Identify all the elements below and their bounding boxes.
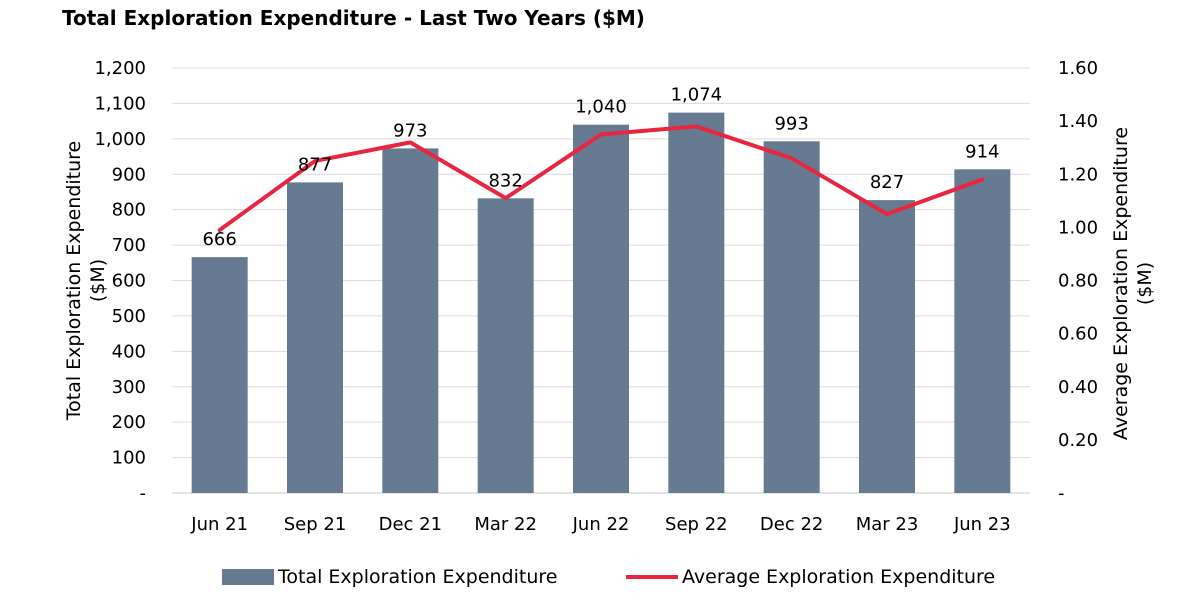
x-tick-label: Jun 22 [572,514,630,535]
legend-label-total: Total Exploration Expenditure [278,566,558,588]
left-tick-label: 1,200 [94,58,146,79]
left-tick-label: 500 [112,306,146,327]
bar [477,198,534,494]
left-tick-label: 900 [112,164,146,185]
right-tick-label: 0.40 [1058,377,1098,398]
bar [287,182,343,494]
bar [668,112,725,493]
left-tick-label: 1,000 [94,129,146,150]
right-axis-title: Average Exploration Expenditure ($M) [1110,127,1156,440]
right-tick-label: 1.60 [1058,58,1098,79]
right-tick-label: 1.40 [1058,111,1098,132]
data-label: 973 [393,120,427,141]
x-tick-label: Sep 21 [284,514,347,535]
bar [382,148,439,494]
chart-title: Total Exploration Expenditure - Last Two… [62,6,645,30]
x-tick-label: Mar 22 [474,514,537,535]
legend-item-average: Average Exploration Expenditure [626,566,995,588]
left-tick-label: 1,100 [94,93,146,114]
bar [859,200,915,493]
data-label: 1,040 [575,97,627,118]
left-axis-title-line: Total Exploration Expenditure [63,141,85,421]
data-label: 827 [870,172,904,193]
x-tick-label: Jun 23 [953,514,1011,535]
left-tick-label: 600 [112,271,146,292]
bar [763,141,820,493]
legend-item-total: Total Exploration Expenditure [222,566,557,588]
right-tick-label: 0.80 [1058,271,1098,292]
left-axis: - 100 200 300 400 500 600 700 800 900 1,000 1,100 1,… [94,58,146,504]
x-tick-label: Mar 23 [856,514,919,535]
right-tick-label: 1.20 [1058,164,1098,185]
right-tick-label: - [1058,483,1065,504]
left-tick-label: 300 [112,377,146,398]
right-axis: - 0.20 0.40 0.60 0.80 1.00 1.20 1.40 1.60 [1058,58,1098,504]
right-axis-title-line: Average Exploration Expenditure [1110,127,1132,440]
average-line [217,124,985,233]
legend-swatch-average [626,575,678,579]
x-tick-label: Dec 22 [760,514,823,535]
bar [954,169,1011,493]
legend-label-average: Average Exploration Expenditure [682,566,996,588]
left-tick-label: 700 [112,235,146,256]
data-labels: 666 877 973 832 1,040 1,074 993 827 914 [202,85,999,251]
left-tick-label: 200 [112,412,146,433]
right-axis-title-line: ($M) [1134,262,1156,305]
x-tick-label: Sep 22 [665,514,728,535]
right-tick-label: 0.20 [1058,430,1098,451]
left-tick-label: - [140,483,147,504]
x-axis: Jun 21 Sep 21 Dec 21 Mar 22 Jun 22 Sep 22 Dec … [190,514,1010,535]
legend-swatch-total [222,569,274,585]
bar [573,124,629,494]
left-axis-title-line: ($M) [87,259,109,302]
data-label: 666 [202,229,236,250]
data-label: 877 [298,154,332,175]
bar [191,257,248,493]
left-tick-label: 100 [112,448,146,469]
data-label: 832 [488,170,522,191]
x-tick-label: Dec 21 [379,514,442,535]
data-label: 1,074 [671,85,723,106]
chart-plot: 666 877 973 832 1,040 1,074 993 827 914 - 100 200 3… [63,58,1156,535]
left-axis-title: Total Exploration Expenditure ($M) [63,141,109,421]
bar-series [191,112,1011,494]
data-label: 914 [965,141,999,162]
left-tick-label: 800 [112,200,146,221]
data-label: 993 [774,113,808,134]
right-tick-label: 0.60 [1058,324,1098,345]
x-tick-label: Jun 21 [190,514,248,535]
left-tick-label: 400 [112,341,146,362]
legend: Total Exploration Expenditure Average Ex… [0,566,1188,596]
right-tick-label: 1.00 [1058,217,1098,238]
line-series [217,124,985,233]
